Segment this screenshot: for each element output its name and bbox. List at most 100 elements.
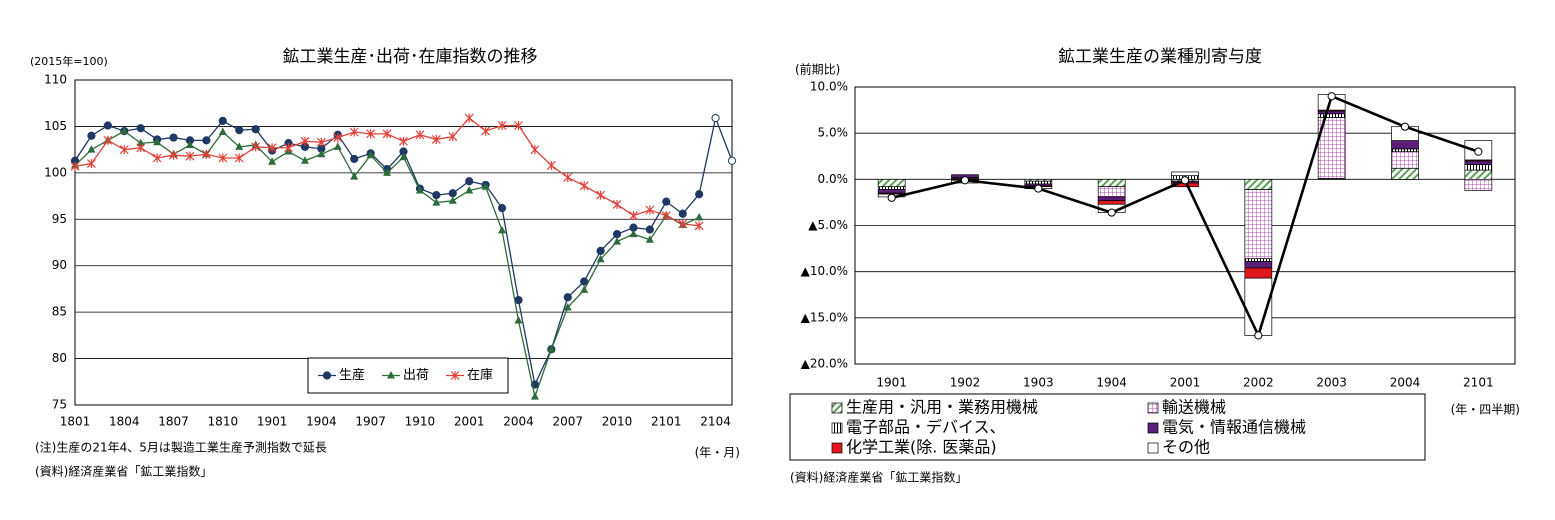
marker <box>1327 92 1336 101</box>
bar-segment <box>1244 261 1273 269</box>
legend-label: 在庫 <box>467 368 493 383</box>
marker <box>645 225 654 234</box>
bar-segment <box>1464 169 1493 180</box>
marker <box>711 113 720 123</box>
x-tick-label: 1801 <box>60 415 91 429</box>
marker <box>136 143 146 153</box>
marker <box>333 133 343 143</box>
legend-label: 生産 <box>339 367 365 383</box>
marker <box>695 190 704 199</box>
marker <box>678 219 688 229</box>
legend-marker <box>322 371 332 380</box>
marker <box>1034 184 1043 193</box>
y-tick-label: 85 <box>52 305 67 319</box>
bar-segment <box>877 189 906 194</box>
marker <box>887 193 896 202</box>
total-line <box>891 94 1479 339</box>
y-tick-label: 100 <box>44 165 67 179</box>
marker <box>563 293 572 302</box>
marker <box>185 151 195 161</box>
marker <box>103 121 112 130</box>
y-tick-label: ▲5.0% <box>808 218 848 232</box>
marker <box>530 145 540 155</box>
marker <box>366 129 376 139</box>
note: (資料)経済産業省「鉱工業指数」 <box>35 464 212 479</box>
marker <box>1474 147 1483 156</box>
x-tick-label: 2010 <box>602 415 633 429</box>
marker <box>251 142 261 152</box>
marker <box>300 136 310 146</box>
marker <box>202 136 211 145</box>
marker <box>317 149 326 158</box>
x-tick-label: 2001 <box>1170 376 1201 390</box>
marker <box>383 168 392 176</box>
marker <box>629 211 638 221</box>
legend-swatch <box>1147 442 1159 454</box>
bar-segment <box>1244 267 1273 279</box>
x-tick-label: 1804 <box>109 415 140 429</box>
marker <box>662 197 671 206</box>
x-tick-label: 2004 <box>503 415 534 429</box>
x-tick-label: 2101 <box>651 415 682 429</box>
note: (資料)経済産業省「鉱工業指数」 <box>790 470 967 485</box>
bar-segment <box>1244 189 1273 260</box>
bar-segment <box>1244 178 1273 190</box>
marker <box>1180 176 1190 185</box>
y-tick-label: ▲15.0% <box>801 310 848 324</box>
marker <box>169 133 178 142</box>
x-tick-label: 2002 <box>1243 376 1274 390</box>
x-tick-label: 2101 <box>1463 376 1494 390</box>
marker <box>579 181 589 191</box>
marker <box>727 156 737 165</box>
y-tick-label: 95 <box>52 212 67 226</box>
marker <box>300 156 309 164</box>
marker <box>596 246 605 255</box>
marker <box>580 277 589 286</box>
marker <box>1107 208 1116 217</box>
legend-box <box>789 393 1426 461</box>
bar-segment <box>1097 196 1126 201</box>
x-tick-label: 2003 <box>1316 376 1347 390</box>
marker <box>399 152 408 161</box>
x-unit: (年・月) <box>695 446 740 460</box>
bar-segment <box>1317 110 1346 115</box>
marker <box>218 116 227 125</box>
marker <box>530 392 539 400</box>
bar-segment <box>1171 171 1199 176</box>
legend-swatch <box>831 442 843 454</box>
marker <box>563 173 573 182</box>
marker <box>103 135 113 145</box>
legend-swatch <box>1147 402 1159 414</box>
legend-swatch <box>831 402 843 414</box>
marker <box>119 145 129 155</box>
y-tick-label: 105 <box>44 119 67 133</box>
marker <box>465 186 474 194</box>
y-tick-label: 80 <box>52 351 67 365</box>
marker <box>70 161 80 171</box>
bar-segment <box>1024 180 1053 185</box>
marker <box>465 177 474 186</box>
marker <box>497 204 507 213</box>
marker <box>87 145 96 153</box>
marker <box>267 143 277 153</box>
marker <box>284 143 293 153</box>
y-tick-label: ▲10.0% <box>801 264 848 278</box>
marker <box>580 285 589 293</box>
bar-segment <box>877 178 906 188</box>
y-tick-label: 110 <box>44 73 67 87</box>
marker <box>695 212 704 221</box>
bar-segment <box>877 186 906 190</box>
legend-label: 電子部品・デバイス、 <box>846 418 1006 437</box>
bar-segment <box>1391 140 1419 150</box>
marker <box>120 126 129 135</box>
y-unit: (2015年=100) <box>30 54 108 68</box>
legend-label: 輸送機械 <box>1162 398 1226 417</box>
marker <box>366 150 375 159</box>
x-tick-label: 2004 <box>1390 376 1421 390</box>
marker <box>350 172 359 180</box>
marker <box>497 121 507 130</box>
plot-border <box>74 79 733 406</box>
marker <box>498 225 507 234</box>
marker <box>153 137 162 146</box>
chart-title: 鉱工業生産の業種別寄与度 <box>1058 47 1262 67</box>
